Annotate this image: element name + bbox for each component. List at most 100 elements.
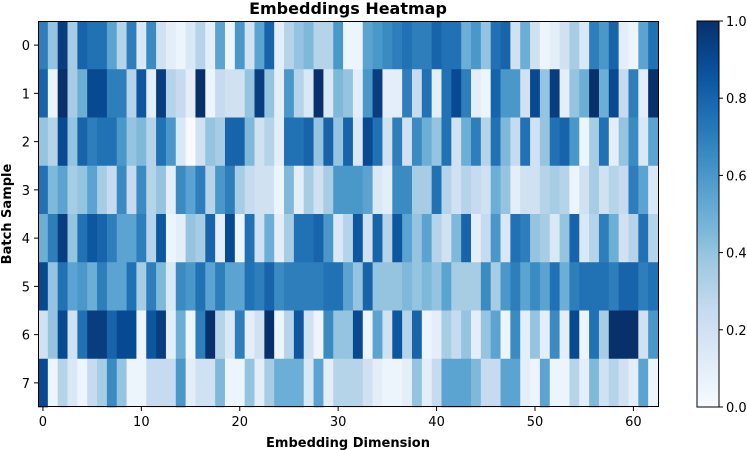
- heatmap-cell: [224, 262, 236, 311]
- heatmap-cell: [628, 358, 639, 408]
- heatmap-cell: [618, 214, 629, 263]
- heatmap-cell: [441, 262, 452, 311]
- heatmap-cell: [431, 262, 442, 311]
- heatmap-cell: [549, 310, 560, 360]
- heatmap-cell: [362, 214, 373, 263]
- heatmap-cell: [126, 262, 137, 311]
- heatmap-cell: [205, 117, 216, 167]
- heatmap-cell: [215, 21, 226, 70]
- heatmap-cell: [402, 117, 413, 167]
- colorbar-tick-label: 0.6: [726, 169, 747, 184]
- heatmap-cell: [352, 69, 364, 118]
- heatmap-cell: [165, 214, 177, 263]
- heatmap-cell: [628, 69, 639, 118]
- heatmap-cell: [441, 165, 452, 215]
- heatmap-cell: [402, 165, 413, 215]
- heatmap-cell: [490, 69, 501, 118]
- heatmap-cell: [244, 214, 255, 263]
- heatmap-cell: [608, 358, 620, 408]
- heatmap-cell: [520, 117, 531, 167]
- heatmap-cell: [195, 69, 206, 118]
- heatmap-cell: [382, 117, 393, 167]
- heatmap-cell: [303, 310, 314, 360]
- heatmap-cell: [510, 214, 521, 263]
- plot-frame: [38, 21, 659, 407]
- heatmap-cell: [333, 358, 344, 408]
- heatmap-cell: [156, 358, 167, 408]
- heatmap-cell: [539, 310, 551, 360]
- heatmap-cell: [87, 214, 98, 263]
- heatmap-cell: [333, 21, 344, 70]
- heatmap-cell: [648, 21, 659, 70]
- heatmap-cell: [638, 117, 649, 167]
- heatmap-cell: [549, 117, 560, 167]
- heatmap-cell: [136, 69, 147, 118]
- heatmap-cell: [205, 358, 216, 408]
- heatmap-cell: [618, 69, 629, 118]
- heatmap-cell: [471, 69, 482, 118]
- heatmap-cell: [490, 117, 501, 167]
- heatmap-cell: [343, 165, 354, 215]
- heatmap-cell: [530, 262, 541, 311]
- x-axis-label: Embedding Dimension: [266, 436, 430, 450]
- heatmap-cell: [97, 310, 108, 360]
- heatmap-cell: [618, 165, 629, 215]
- heatmap-cell: [372, 358, 383, 408]
- heatmap-cell: [97, 165, 108, 215]
- heatmap-cell: [274, 310, 285, 360]
- heatmap-cell: [175, 358, 187, 408]
- heatmap-cell: [185, 358, 196, 408]
- heatmap-cell: [274, 165, 285, 215]
- heatmap-cell: [224, 214, 236, 263]
- heatmap-cell: [215, 214, 226, 263]
- x-tick-label: 0: [39, 415, 47, 430]
- heatmap-cell: [382, 358, 393, 408]
- heatmap-cell: [549, 214, 560, 263]
- heatmap-cell: [116, 165, 127, 215]
- heatmap-cell: [126, 310, 137, 360]
- heatmap-cell: [569, 262, 580, 311]
- heatmap-cell: [421, 117, 433, 167]
- heatmap-cell: [97, 117, 108, 167]
- heatmap-cell: [589, 214, 600, 263]
- heatmap-cell: [471, 310, 482, 360]
- heatmap-cell: [175, 262, 187, 311]
- colorbar-tick-label: 0.0: [726, 401, 747, 416]
- heatmap-cell: [274, 69, 285, 118]
- heatmap-cell: [559, 310, 570, 360]
- heatmap-cell: [313, 310, 324, 360]
- heatmap-cell: [205, 214, 216, 263]
- heatmap-cell: [480, 117, 492, 167]
- heatmap-cell: [510, 310, 521, 360]
- heatmap-cell: [146, 69, 157, 118]
- heatmap-cell: [293, 21, 305, 70]
- heatmap-cell: [628, 310, 639, 360]
- heatmap-cell: [293, 358, 305, 408]
- heatmap-cell: [530, 117, 541, 167]
- heatmap-cell: [648, 117, 659, 167]
- heatmap-cell: [490, 214, 501, 263]
- heatmap-cell: [136, 214, 147, 263]
- heatmap-cell: [175, 117, 187, 167]
- heatmap-cell: [57, 165, 68, 215]
- heatmap-cell: [165, 358, 177, 408]
- heatmap-cell: [451, 358, 462, 408]
- heatmap-cell: [598, 310, 610, 360]
- heatmap-cell: [67, 117, 78, 167]
- heatmap-cell: [500, 117, 511, 167]
- heatmap-cell: [598, 214, 610, 263]
- y-tick-label: 3: [22, 184, 30, 199]
- heatmap-cell: [421, 21, 433, 70]
- heatmap-cell: [648, 310, 659, 360]
- heatmap-cell: [431, 165, 442, 215]
- heatmap-cell: [352, 358, 364, 408]
- heatmap-cell: [608, 214, 620, 263]
- heatmap-cell: [38, 21, 49, 70]
- heatmap-cell: [471, 21, 482, 70]
- heatmap-cell: [234, 262, 246, 311]
- heatmap-cell: [323, 165, 334, 215]
- heatmap-cell: [392, 21, 403, 70]
- colorbar-tick-label: 0.4: [726, 247, 747, 262]
- heatmap-cell: [392, 165, 403, 215]
- heatmap-cell: [38, 358, 49, 408]
